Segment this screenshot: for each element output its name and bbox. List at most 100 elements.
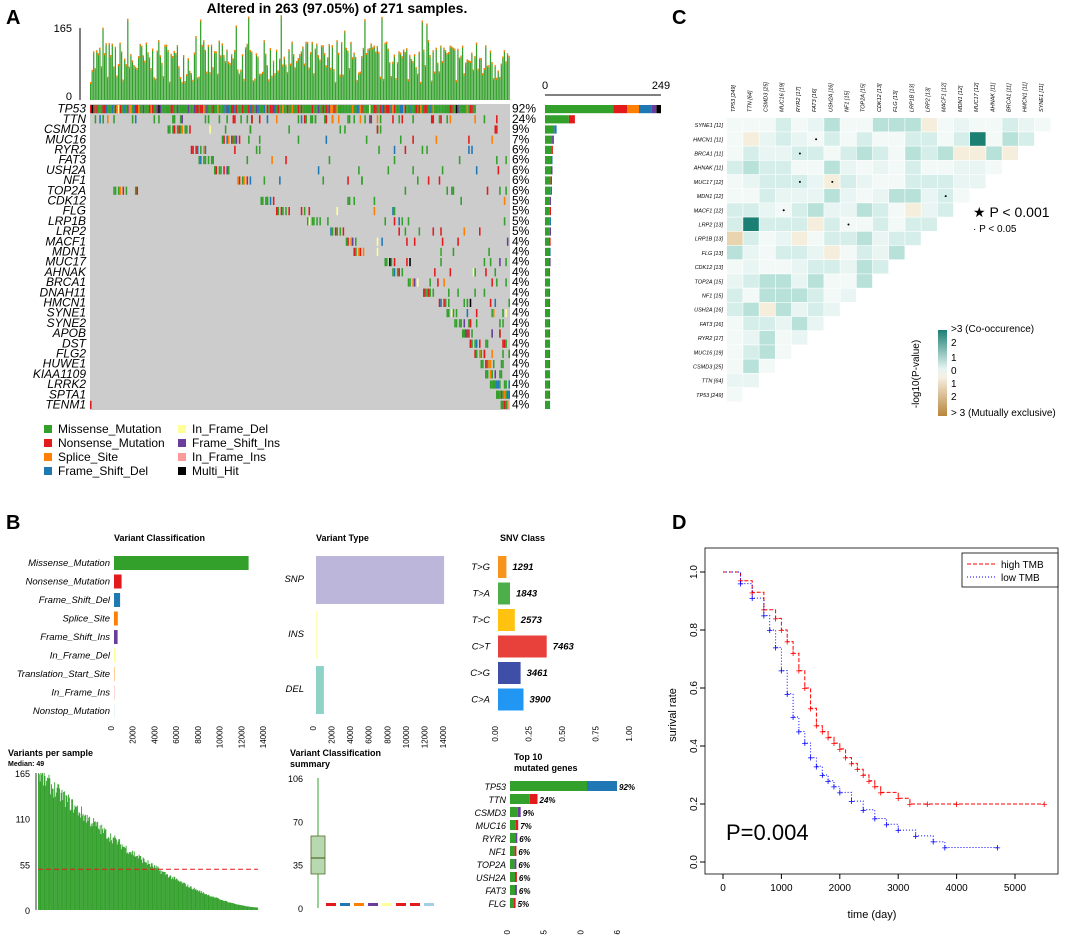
oncoprint-cell: [394, 268, 396, 276]
vps-bar: [49, 775, 50, 910]
oncoprint-cell: [239, 136, 241, 144]
tmb-bar: [143, 55, 144, 100]
vps-bar: [58, 785, 59, 910]
top10-bar-segment: [515, 872, 517, 882]
oncoprint-cell: [415, 105, 417, 113]
matrix-cell: [759, 132, 775, 146]
tmb-bar-cap: [464, 73, 465, 75]
oncoprint-cell: [154, 105, 156, 113]
top10-bar: [510, 898, 514, 908]
oncoprint-cell: [398, 217, 400, 225]
tmb-bar: [487, 66, 488, 100]
oncoprint-cell: [394, 207, 396, 215]
top10-percent: 9%: [523, 809, 535, 818]
oncoprint-cell: [442, 238, 444, 246]
oncoprint-cell: [276, 207, 278, 215]
vps-bar: [141, 860, 142, 911]
vps-bar: [96, 826, 97, 910]
oncoprint-cell: [412, 136, 414, 144]
matrix-cell: [776, 189, 792, 203]
significance-dot: [799, 181, 801, 183]
tmb-bar: [312, 42, 313, 100]
top10-bar-segment: [516, 820, 518, 830]
matrix-row-label: MUC17 [12]: [694, 180, 724, 186]
matrix-cell: [743, 175, 759, 189]
matrix-col-label: FAT3 [16]: [812, 88, 818, 112]
oncoprint-cell: [440, 248, 442, 256]
side-bar-segment: [545, 391, 549, 399]
vps-bar: [80, 818, 81, 910]
oncoprint-cell: [375, 105, 377, 113]
tmb-bar-cap: [470, 61, 471, 63]
oncoprint-cell: [267, 115, 269, 123]
matrix-cell: [743, 374, 759, 388]
vps-bar: [157, 867, 158, 911]
oncoprint-cell: [90, 105, 92, 113]
tmb-bar: [397, 62, 398, 100]
oncoprint-cell: [321, 105, 323, 113]
oncoprint-cell: [281, 105, 283, 113]
vps-bar: [151, 863, 152, 910]
tmb-bar-cap: [482, 73, 483, 75]
oncoprint-cell: [460, 105, 462, 113]
matrix-cell: [759, 345, 775, 359]
oncoprint-cell: [253, 105, 255, 113]
oncoprint-cell: [433, 105, 435, 113]
matrix-cell: [808, 260, 824, 274]
vps-bar: [208, 895, 209, 910]
oncoprint-cell: [309, 207, 311, 215]
vps-bar: [162, 872, 163, 910]
gene-labels: TP53TTNCSMD3MUC16RYR2FAT3USH2ANF1TOP2ACD…: [33, 102, 88, 412]
oncoprint-cell: [457, 289, 459, 297]
vps-bar: [133, 855, 134, 910]
oncoprint-cell: [256, 146, 258, 154]
tmb-bar: [369, 48, 370, 100]
tmb-bar: [456, 80, 457, 100]
matrix-row-label: SYNE1 [11]: [695, 123, 724, 129]
oncoprint-cell: [267, 197, 269, 205]
tmb-bar: [319, 60, 320, 101]
oncoprint-cell: [502, 360, 504, 368]
tmb-bar: [299, 54, 300, 100]
side-bars: [545, 105, 661, 409]
oncoprint-cell: [169, 125, 171, 133]
tmb-bar: [476, 43, 477, 100]
oncoprint-cell: [468, 136, 470, 144]
vps-bar: [170, 876, 171, 911]
vps-bar: [118, 839, 119, 910]
oncoprint-cell: [485, 340, 487, 348]
oncoprint-cell: [200, 156, 202, 164]
matrix-cell: [759, 189, 775, 203]
vps-bar: [53, 789, 54, 911]
matrix-cell: [727, 189, 743, 203]
tmb-bar-cap: [405, 52, 406, 54]
oncoprint-cell: [367, 105, 369, 113]
matrix-cell: [792, 288, 808, 302]
oncoprint-cell: [414, 238, 416, 246]
tmb-bar: [420, 82, 421, 100]
matrix-cell: [824, 246, 840, 260]
side-bar-segment: [549, 370, 550, 378]
oncoprint-cell: [172, 115, 174, 123]
oncoprint-cell: [240, 105, 242, 113]
oncoprint-cell: [377, 105, 379, 113]
oncoprint-cell: [377, 238, 379, 246]
vps-bar: [247, 907, 248, 911]
matrix-cell: [840, 232, 856, 246]
oncoprint-cell: [152, 105, 154, 113]
vps-bar: [166, 874, 167, 910]
oncoprint-cell: [234, 105, 236, 113]
oncoprint-cell: [242, 176, 244, 184]
side-bar-segment: [550, 258, 551, 266]
matrix-cell: [792, 203, 808, 217]
oncoprint-cell: [468, 105, 470, 113]
tmb-bar: [361, 56, 362, 100]
oncoprint-cell: [360, 248, 362, 256]
vps-bar: [220, 900, 221, 910]
tmb-bar-cap: [471, 53, 472, 55]
oncoprint-cell: [499, 329, 501, 337]
oncoprint-cell: [374, 207, 376, 215]
tmb-bar: [377, 46, 378, 100]
side-bar-segment: [550, 197, 551, 205]
tmb-bar: [459, 58, 460, 100]
